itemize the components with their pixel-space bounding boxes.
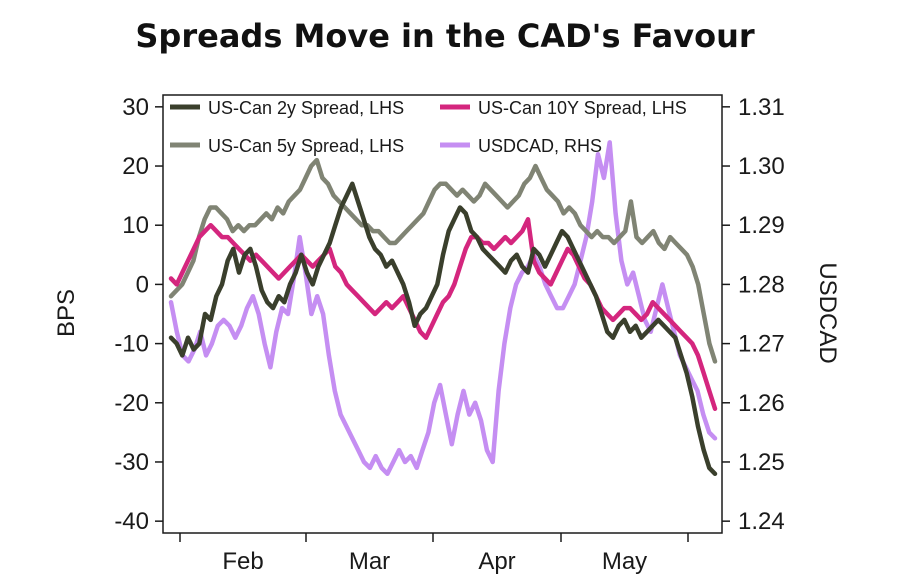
right-tick-label: 1.27 <box>738 331 785 358</box>
left-tick-label: 10 <box>122 212 149 239</box>
left-axis: 30 20 10 0 -10 -20 -30 -40 <box>114 94 163 535</box>
right-tick-label: 1.30 <box>738 153 785 180</box>
series-line-1 <box>168 217 718 411</box>
legend-label: US-Can 10Y Spread, LHS <box>478 98 687 118</box>
legend-label: US-Can 2y Spread, LHS <box>208 98 404 118</box>
plot-frame <box>162 94 723 534</box>
right-tick-label: 1.31 <box>738 94 785 121</box>
left-tick-label: -20 <box>114 390 149 417</box>
x-tick-label: Apr <box>478 548 515 575</box>
series-line-3 <box>168 140 718 477</box>
plot-area <box>162 94 723 534</box>
x-axis: Feb Mar Apr May <box>179 533 689 575</box>
series-layer <box>168 140 718 477</box>
right-tick-label: 1.29 <box>738 212 785 239</box>
left-tick-label: -30 <box>114 449 149 476</box>
left-tick-label: -10 <box>114 331 149 358</box>
legend-label: US-Can 5y Spread, LHS <box>208 136 404 156</box>
right-tick-label: 1.25 <box>738 449 785 476</box>
x-tick-label: Feb <box>222 548 263 575</box>
legend: US-Can 2y Spread, LHS US-Can 10Y Spread, … <box>170 98 687 156</box>
left-tick-label: 20 <box>122 153 149 180</box>
legend-label: USDCAD, RHS <box>478 136 602 156</box>
series-line-2 <box>168 157 718 364</box>
left-tick-label: 0 <box>136 271 149 298</box>
x-tick-label: May <box>602 548 647 575</box>
series-line-0 <box>168 181 718 477</box>
right-tick-label: 1.28 <box>738 271 785 298</box>
left-tick-label: -40 <box>114 508 149 535</box>
left-tick-label: 30 <box>122 94 149 121</box>
x-tick-label: Mar <box>349 548 390 575</box>
right-tick-label: 1.24 <box>738 508 785 535</box>
chart-title: Spreads Move in the CAD's Favour <box>135 17 754 55</box>
left-axis-label: BPS <box>53 289 80 337</box>
right-axis: 1.31 1.30 1.29 1.28 1.27 1.26 1.25 1.24 <box>722 94 785 535</box>
right-tick-label: 1.26 <box>738 390 785 417</box>
right-axis-label: USDCAD <box>814 262 841 363</box>
